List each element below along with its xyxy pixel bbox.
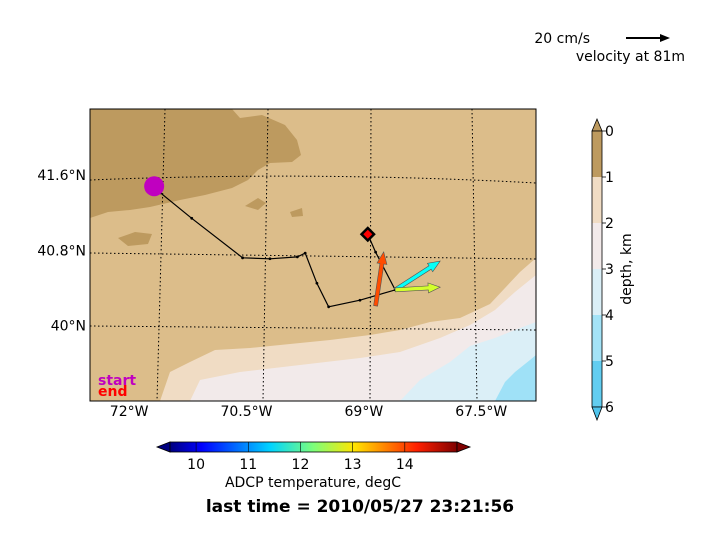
- longitude-ticks: 72°W 70.5°W 69°W 67.5°W: [110, 404, 508, 420]
- track-point: [358, 298, 362, 302]
- temperature-colorbar-ticks: 10 11 12 13 14: [187, 442, 414, 473]
- map-land-island: [290, 208, 303, 217]
- ship-track: [160, 192, 397, 308]
- longitude-tick-label: 72°W: [110, 404, 149, 420]
- temp-tick-label: 11: [239, 457, 257, 473]
- depth-tick-label: 2: [605, 216, 614, 232]
- track-point: [315, 281, 319, 285]
- longitude-tick-label: 70.5°W: [220, 404, 272, 420]
- temperature-colorbar-label: ADCP temperature, degC: [225, 475, 401, 491]
- depth-tick-label: 6: [605, 400, 614, 416]
- map-panel: 72°W 70.5°W 69°W 67.5°W 41.6°N 40.8°N 40°N st…: [37, 108, 537, 420]
- temp-tick-label: 14: [396, 457, 414, 473]
- longitude-tick-label: 69°W: [345, 404, 384, 420]
- temp-tick-label: 10: [187, 457, 205, 473]
- track-point: [268, 257, 272, 261]
- end-marker-inner: [363, 229, 373, 239]
- depth-colorbar: 0 1 2 3 4 5 6 depth, km: [591, 117, 635, 422]
- depth-tick-label: 1: [605, 170, 614, 186]
- temp-tick-label: 12: [292, 457, 310, 473]
- start-label: start: [98, 373, 136, 389]
- depth-tick-label: 0: [605, 124, 614, 140]
- map-land-island: [245, 198, 266, 210]
- depth-tick-label: 4: [605, 308, 614, 324]
- latitude-tick-label: 41.6°N: [37, 168, 86, 184]
- depth-colorbar-label: depth, km: [619, 233, 635, 304]
- track-point: [295, 255, 299, 259]
- velocity-vector: [373, 251, 388, 307]
- map-land-island: [118, 232, 152, 246]
- track-point: [190, 216, 194, 220]
- depth-tick-label: 5: [605, 354, 614, 370]
- track-point: [374, 250, 377, 254]
- temperature-colorbar: 10 11 12 13 14 ADCP temperature, degC: [155, 441, 472, 491]
- map-abyss: [400, 322, 536, 401]
- depth-tick-label: 3: [605, 262, 614, 278]
- latitude-ticks: 41.6°N 40.8°N 40°N: [37, 168, 86, 335]
- depth-colorbar-ticks: 0 1 2 3 4 5 6: [602, 124, 614, 416]
- map-frame: [89, 108, 537, 402]
- velocity-vector: [394, 282, 441, 294]
- scale-caption: velocity at 81m: [576, 49, 685, 65]
- scale-label: 20 cm/s: [534, 31, 590, 47]
- scale-arrow: [626, 34, 670, 42]
- longitude-tick-label: 67.5°W: [455, 404, 507, 420]
- end-label: end: [98, 384, 127, 400]
- end-marker: [359, 226, 376, 243]
- temp-tick-label: 13: [344, 457, 362, 473]
- track-point: [241, 256, 244, 260]
- latitude-tick-label: 40.8°N: [37, 243, 86, 259]
- map-land: [90, 109, 301, 218]
- last-time-title: last time = 2010/05/27 23:21:56: [206, 497, 514, 517]
- track-point: [327, 305, 331, 309]
- latitude-tick-label: 40°N: [51, 319, 86, 335]
- velocity-vector: [393, 260, 441, 292]
- map-trench: [495, 355, 536, 401]
- track-point: [303, 251, 307, 255]
- start-marker: [144, 176, 165, 197]
- velocity-vectors: [373, 251, 441, 307]
